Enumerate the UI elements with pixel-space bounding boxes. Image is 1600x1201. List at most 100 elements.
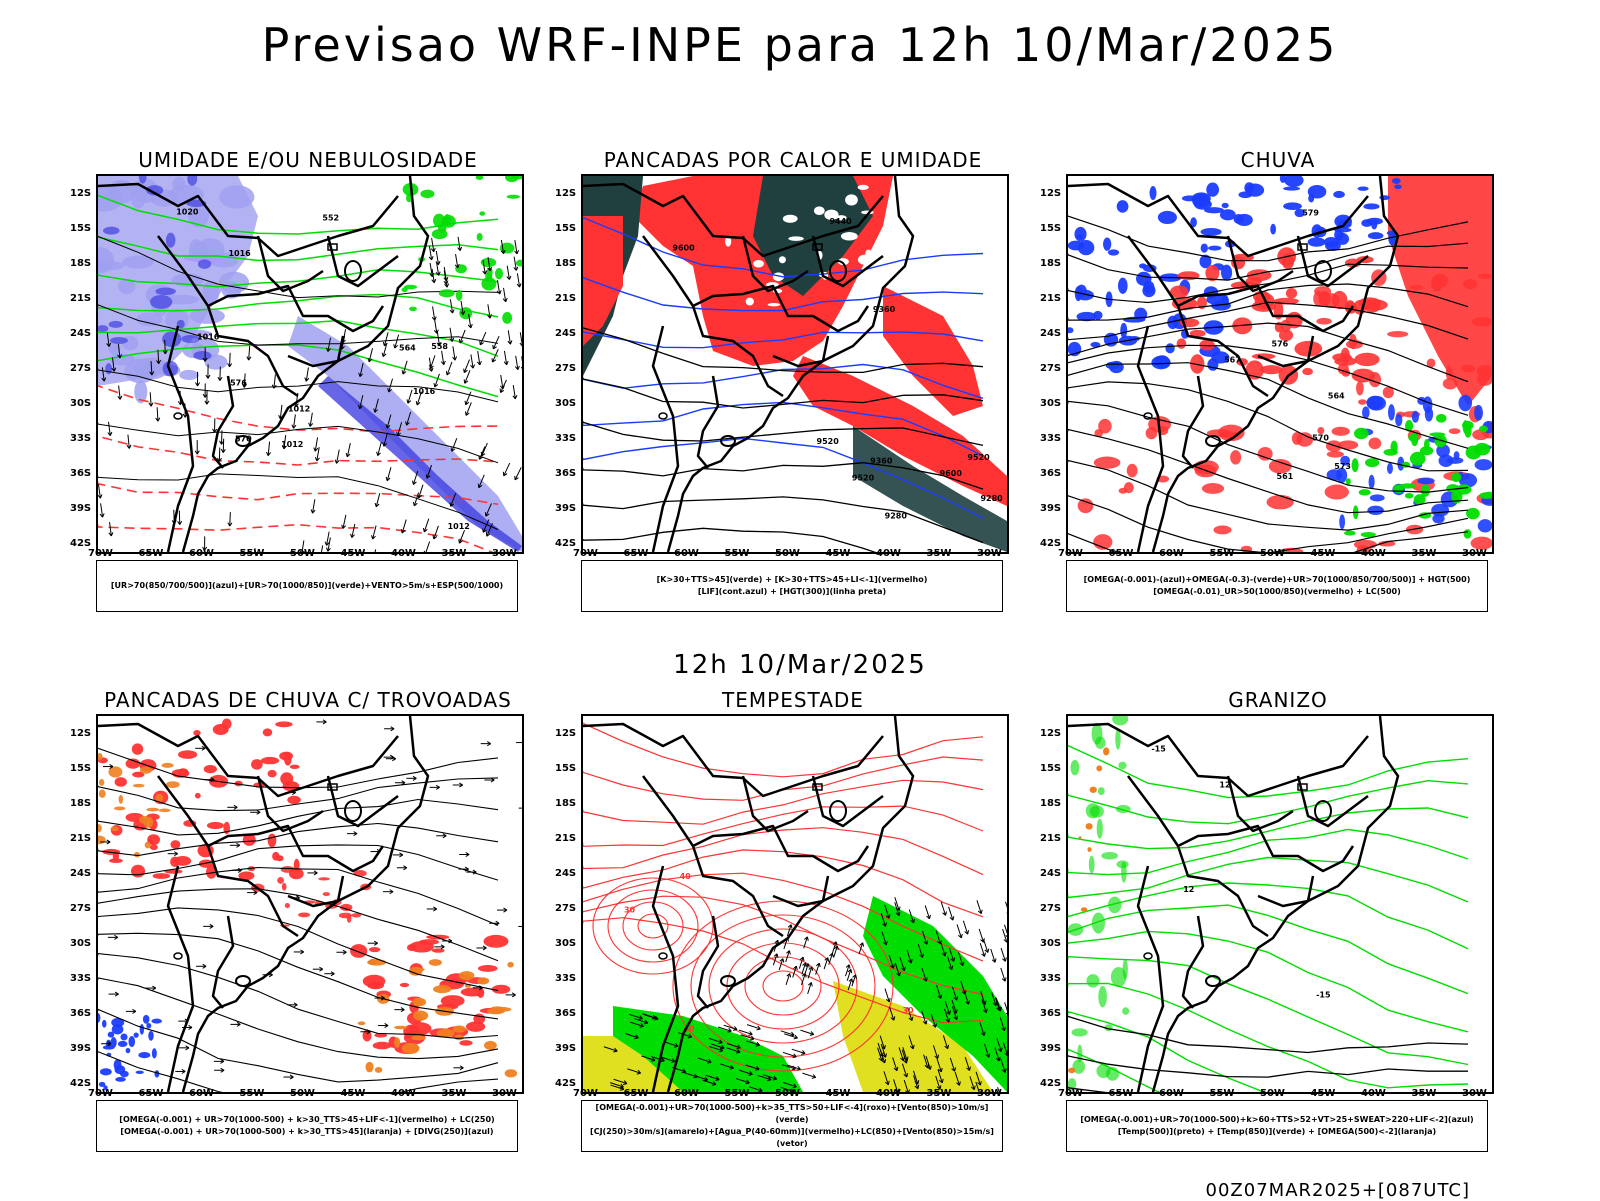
- contour-label: -15: [1151, 744, 1166, 753]
- lat-label: 15S: [555, 223, 576, 234]
- lon-label: 55W: [240, 1088, 265, 1099]
- lon-label: 40W: [1361, 548, 1386, 559]
- lat-label: 30S: [1040, 938, 1061, 949]
- lon-label: 30W: [1462, 1088, 1487, 1099]
- lon-label: 45W: [1311, 548, 1336, 559]
- lon-label: 70W: [573, 1088, 598, 1099]
- lon-label: 35W: [442, 1088, 467, 1099]
- lon-label: 55W: [240, 548, 265, 559]
- lon-label: 65W: [139, 1088, 164, 1099]
- lat-label: 21S: [1040, 833, 1061, 844]
- legend-line: [OMEGA(-0.01)_UR>50(1000/850)(vermelho) …: [1153, 586, 1401, 598]
- lat-label: 39S: [1040, 1043, 1061, 1054]
- forecast-map: [96, 714, 524, 1094]
- lon-label: 65W: [624, 548, 649, 559]
- lon-label: 50W: [775, 548, 800, 559]
- legend-box: [OMEGA(-0.001)+UR>70(1000-500)+k>35_TTS>…: [581, 1100, 1003, 1152]
- lat-label: 24S: [1040, 868, 1061, 879]
- legend-line: [LIF](cont.azul) + [HGT(300)](linha pret…: [698, 586, 886, 598]
- contour-label: 564: [1328, 392, 1345, 401]
- lon-label: 65W: [1109, 548, 1134, 559]
- contour-label: 570: [1312, 433, 1329, 442]
- legend-box: [OMEGA(-0.001)+UR>70(1000-500)+k>60+TTS>…: [1066, 1100, 1488, 1152]
- lat-label: 36S: [1040, 468, 1061, 479]
- lon-label: 60W: [674, 1088, 699, 1099]
- lon-label: 60W: [674, 548, 699, 559]
- lon-label: 65W: [1109, 1088, 1134, 1099]
- contour-label: 30: [624, 906, 636, 915]
- lon-label: 40W: [876, 548, 901, 559]
- lat-label: 15S: [555, 763, 576, 774]
- lon-label: 35W: [927, 548, 952, 559]
- legend-box: [OMEGA(-0.001) + UR>70(1000-500) + k>30_…: [96, 1100, 518, 1152]
- lat-label: 18S: [1040, 798, 1061, 809]
- contour-label: 1016: [228, 249, 251, 258]
- lat-label: 24S: [70, 328, 91, 339]
- lon-label: 35W: [1412, 548, 1437, 559]
- contour-label: 30: [902, 1006, 914, 1015]
- lat-label: 12S: [555, 728, 576, 739]
- contour-label: 561: [1277, 472, 1294, 481]
- lon-label: 40W: [876, 1088, 901, 1099]
- lat-label: 39S: [555, 1043, 576, 1054]
- lat-label: 30S: [70, 398, 91, 409]
- lon-label: 65W: [624, 1088, 649, 1099]
- legend-line: [K>30+TTS>45](verde) + [K>30+TTS>45+LI<-…: [657, 574, 928, 586]
- lon-label: 40W: [1361, 1088, 1386, 1099]
- lat-label: 33S: [1040, 433, 1061, 444]
- panel-title: CHUVA: [1066, 148, 1490, 172]
- lat-label: 18S: [555, 798, 576, 809]
- lon-label: 50W: [775, 1088, 800, 1099]
- lat-label: 30S: [555, 398, 576, 409]
- bottom-row-subtitle: 12h 10/Mar/2025: [0, 650, 1600, 680]
- lon-label: 45W: [826, 1088, 851, 1099]
- lat-label: 21S: [1040, 293, 1061, 304]
- panel-title: GRANIZO: [1066, 688, 1490, 712]
- lon-label: 70W: [1058, 548, 1083, 559]
- lon-label: 45W: [826, 548, 851, 559]
- panel-title: UMIDADE E/OU NEBULOSIDADE: [96, 148, 520, 172]
- lat-label: 15S: [70, 763, 91, 774]
- legend-line: [UR>70(850/700/500)](azul)+[UR>70(1000/8…: [111, 580, 503, 592]
- lat-label: 21S: [70, 293, 91, 304]
- contour-label: 40: [680, 872, 692, 881]
- lon-label: 35W: [1412, 1088, 1437, 1099]
- contour-label: 9440: [829, 217, 852, 226]
- contour-label: -15: [1316, 990, 1331, 999]
- contour-label: 9600: [940, 469, 963, 478]
- lat-label: 27S: [1040, 363, 1061, 374]
- main-title: Previsao WRF-INPE para 12h 10/Mar/2025: [0, 18, 1600, 72]
- lat-label: 18S: [70, 258, 91, 269]
- contour-label: 9280: [885, 512, 908, 521]
- legend-line: [OMEGA(-0.001)+UR>70(1000-500)+k>35_TTS>…: [582, 1102, 1002, 1126]
- lat-label: 12S: [555, 188, 576, 199]
- lat-label: 30S: [70, 938, 91, 949]
- lat-label: 36S: [555, 468, 576, 479]
- lon-label: 70W: [88, 548, 113, 559]
- lon-label: 45W: [341, 548, 366, 559]
- lon-label: 55W: [1210, 1088, 1235, 1099]
- lat-label: 33S: [555, 433, 576, 444]
- legend-line: [OMEGA(-0.001)-(azul)+OMEGA(-0.3)-(verde…: [1084, 574, 1471, 586]
- lat-label: 21S: [555, 833, 576, 844]
- lat-label: 24S: [555, 328, 576, 339]
- lat-label: 36S: [70, 1008, 91, 1019]
- lon-label: 70W: [573, 548, 598, 559]
- lat-label: 18S: [555, 258, 576, 269]
- lon-label: 50W: [290, 1088, 315, 1099]
- lon-label: 60W: [189, 1088, 214, 1099]
- lat-label: 21S: [70, 833, 91, 844]
- lat-label: 36S: [1040, 1008, 1061, 1019]
- legend-box: [OMEGA(-0.001)-(azul)+OMEGA(-0.3)-(verde…: [1066, 560, 1488, 612]
- lon-label: 70W: [1058, 1088, 1083, 1099]
- legend-box: [UR>70(850/700/500)](azul)+[UR>70(1000/8…: [96, 560, 518, 612]
- contour-label: 9360: [870, 457, 893, 466]
